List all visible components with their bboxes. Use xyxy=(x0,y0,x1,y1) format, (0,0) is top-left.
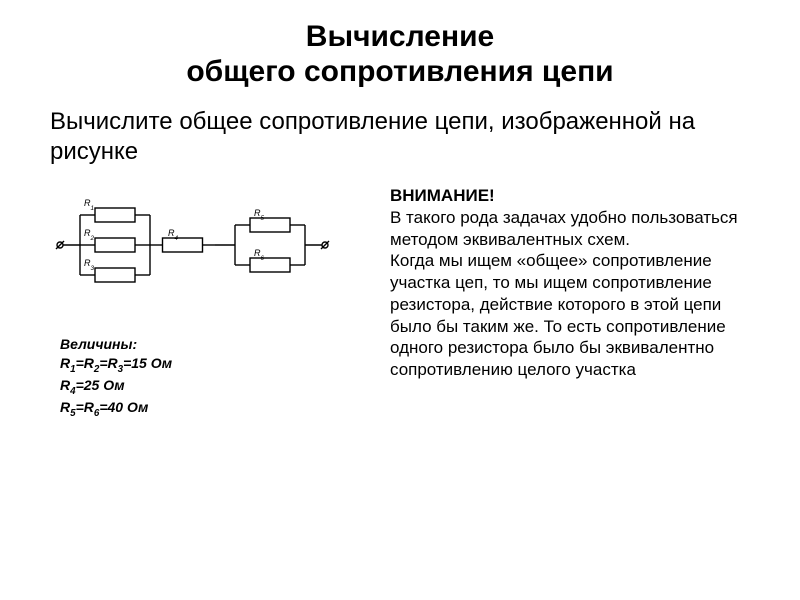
quantities-block: Величины: R1=R2=R3=15 ОмR4=25 ОмR5=R6=40… xyxy=(40,310,380,420)
quantity-line: R1=R2=R3=15 Ом xyxy=(60,354,380,376)
quantities-title: Величины: xyxy=(60,335,380,354)
title-line2: общего сопротивления цепи xyxy=(0,55,800,90)
circuit-diagram: R1 R2 R3 R4 R5 R6 xyxy=(40,185,380,310)
attention-heading: ВНИМАНИЕ! xyxy=(390,186,495,205)
quantity-line: R4=25 Ом xyxy=(60,376,380,398)
left-column: R1 R2 R3 R4 R5 R6 Величины: R1=R2=R3=15 ОмR4=… xyxy=(40,185,380,420)
svg-text:R1: R1 xyxy=(84,198,94,212)
title-line1: Вычисление xyxy=(0,20,800,55)
svg-text:R6: R6 xyxy=(254,248,265,262)
svg-text:R4: R4 xyxy=(168,228,179,242)
subtitle: Вычислите общее сопротивление цепи, изоб… xyxy=(0,89,800,167)
attention-body: В такого рода задачах удобно пользоватьс… xyxy=(390,208,738,379)
svg-text:R5: R5 xyxy=(254,208,265,222)
svg-text:R3: R3 xyxy=(84,258,95,272)
quantity-line: R5=R6=40 Ом xyxy=(60,398,380,420)
content-row: R1 R2 R3 R4 R5 R6 Величины: R1=R2=R3=15 ОмR4=… xyxy=(0,167,800,420)
svg-text:R2: R2 xyxy=(84,228,95,242)
circuit-svg: R1 R2 R3 R4 R5 R6 xyxy=(50,185,340,305)
page-title: Вычисление общего сопротивления цепи xyxy=(0,0,800,89)
right-column: ВНИМАНИЕ! В такого рода задачах удобно п… xyxy=(380,185,760,420)
